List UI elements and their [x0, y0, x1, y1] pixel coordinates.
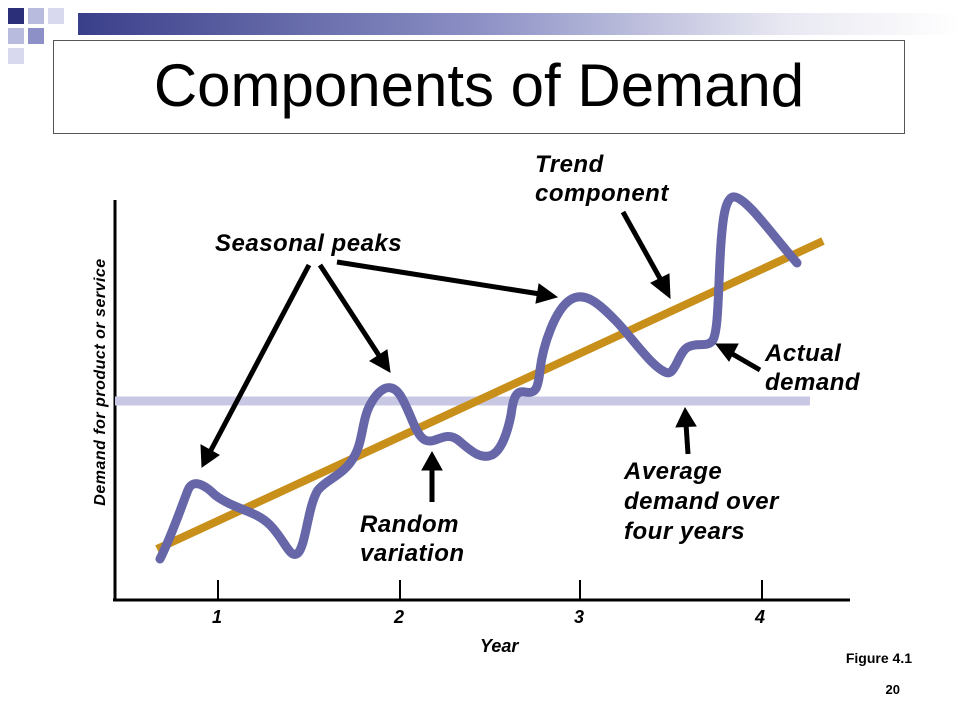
- header-square-mid: [28, 28, 44, 44]
- arrow-random: [421, 450, 443, 502]
- figure-label: Figure 4.1: [845, 650, 912, 666]
- header-square-light-3: [8, 28, 24, 44]
- label-random-variation: Random variation: [360, 511, 465, 567]
- header-square-dark: [8, 8, 24, 24]
- page-title: Components of Demand: [153, 52, 805, 119]
- label-trend-component: Trend component: [535, 151, 669, 207]
- arrow-seasonal-1: [200, 263, 312, 468]
- arrow-seasonal-2: [317, 263, 391, 373]
- arrow-actual: [714, 343, 762, 373]
- label-actual-demand: Actual demand: [765, 340, 861, 396]
- arrow-seasonal-3: [336, 259, 559, 304]
- x-tick-label-3: 3: [574, 607, 585, 627]
- label-average-demand: Average demand over four years: [624, 458, 779, 545]
- x-axis-label: Year: [480, 636, 519, 656]
- x-tick-label-2: 2: [394, 607, 405, 627]
- trend-line: [155, 237, 825, 553]
- header-square-light-1: [28, 8, 44, 24]
- arrow-trend: [620, 210, 671, 300]
- x-tick-label-4: 4: [755, 607, 766, 627]
- header-gradient-bar: [78, 13, 960, 35]
- label-seasonal-peaks: Seasonal peaks: [215, 230, 403, 257]
- actual-demand-curve: [155, 192, 802, 564]
- title-box: Components of Demand: [53, 40, 905, 134]
- x-tick-label-1: 1: [212, 607, 223, 627]
- y-axis-label: Demand for product or service: [92, 258, 109, 506]
- page-number: 20: [885, 682, 900, 697]
- arrow-average: [675, 406, 697, 455]
- header-square-light-2: [48, 8, 64, 24]
- header-square-light-4: [8, 48, 24, 64]
